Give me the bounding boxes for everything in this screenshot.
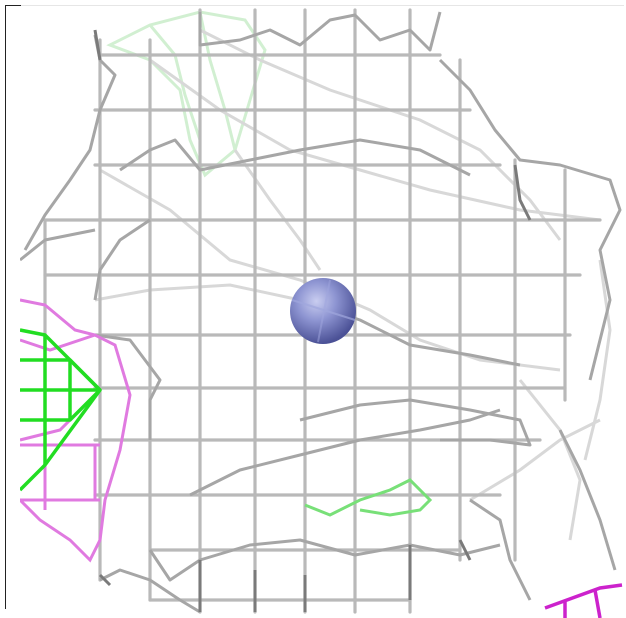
mesh-dark-strands (93, 29, 532, 612)
purple-surface (544, 583, 623, 618)
metal-ion-sphere-icon[interactable] (290, 278, 356, 344)
viewport-border-top-light (21, 5, 624, 6)
mesh-back-layer (94, 28, 612, 541)
green-surface (18, 328, 102, 492)
light-green-surface (106, 10, 267, 178)
light-green-loop (304, 478, 433, 517)
